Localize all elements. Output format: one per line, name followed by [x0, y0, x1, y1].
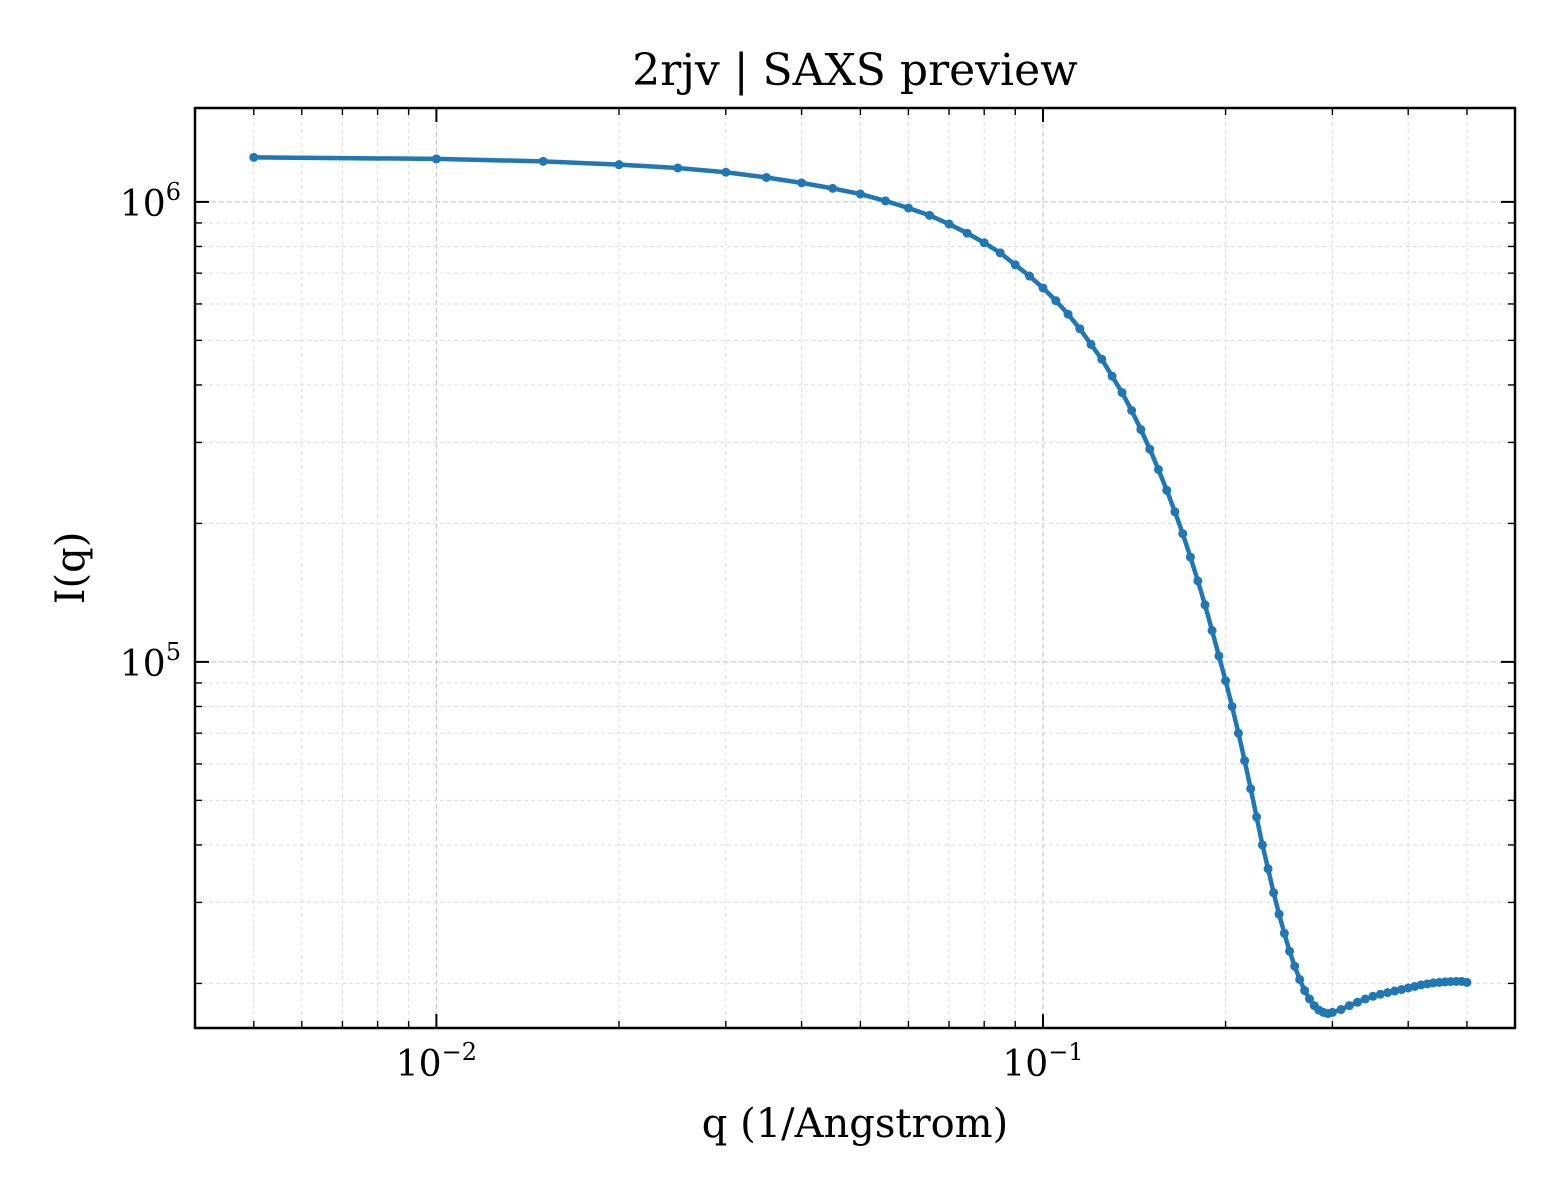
data-point — [1117, 388, 1127, 398]
data-point — [1290, 961, 1300, 971]
data-point — [944, 219, 954, 229]
data-point — [962, 228, 972, 238]
series-layer — [249, 152, 1472, 1019]
data-point — [1246, 784, 1256, 794]
data-point — [1097, 354, 1107, 364]
data-point — [1304, 994, 1314, 1004]
data-point — [1353, 997, 1363, 1007]
data-point — [1038, 283, 1048, 293]
data-point — [1063, 309, 1073, 319]
data-point — [1285, 946, 1295, 956]
data-point — [673, 163, 683, 173]
data-point — [828, 183, 838, 193]
data-point — [1252, 812, 1262, 822]
data-point — [880, 196, 890, 206]
data-point — [1383, 988, 1393, 998]
data-point — [1107, 371, 1117, 381]
data-point — [1263, 864, 1273, 874]
data-point — [1336, 1005, 1346, 1015]
data-point — [1145, 444, 1155, 454]
data-point — [249, 152, 259, 162]
data-point — [721, 167, 731, 177]
data-point — [797, 178, 807, 188]
data-point — [1462, 977, 1472, 987]
y-tick-label: 106 — [120, 178, 181, 225]
x-tick-label: 10−1 — [1002, 1038, 1083, 1085]
data-point — [1327, 1007, 1337, 1017]
data-point — [1024, 271, 1034, 281]
data-point — [431, 154, 441, 164]
data-point — [538, 156, 548, 166]
data-point — [1375, 989, 1385, 999]
grid-lines — [194, 108, 1515, 1028]
data-point — [1274, 909, 1284, 919]
data-point — [614, 160, 624, 170]
data-point — [1269, 888, 1279, 898]
data-point — [995, 248, 1005, 258]
x-axis-label: q (1/Angstrom) — [702, 1101, 1008, 1147]
data-point — [1360, 994, 1370, 1004]
data-point — [903, 203, 913, 213]
plot-frame — [193, 106, 1517, 1030]
data-point — [855, 189, 865, 199]
data-point — [1086, 339, 1096, 349]
chart-title: 2rjv | SAXS preview — [632, 45, 1078, 96]
data-point — [1153, 464, 1163, 474]
data-point — [1300, 986, 1310, 996]
data-point — [1200, 600, 1210, 610]
data-point — [1010, 260, 1020, 270]
data-point — [1295, 974, 1305, 984]
x-tick-label: 10−2 — [396, 1038, 477, 1085]
y-axis-label: I(q) — [48, 532, 94, 605]
data-point — [1240, 756, 1250, 766]
data-point — [1221, 676, 1231, 686]
y-tick-label: 105 — [120, 638, 181, 685]
data-point — [1344, 1001, 1354, 1011]
data-point — [1051, 296, 1061, 306]
data-point — [1127, 405, 1137, 415]
data-point — [1162, 485, 1172, 495]
data-point — [1214, 651, 1224, 661]
data-point — [761, 172, 771, 182]
data-point — [1075, 324, 1085, 334]
data-point — [924, 210, 934, 220]
data-point — [1170, 507, 1180, 517]
data-point — [1368, 991, 1378, 1001]
tick-labels: 10−2 10−1 105 106 — [120, 178, 1084, 1085]
data-point — [1233, 728, 1243, 738]
data-point — [1279, 928, 1289, 938]
data-point — [979, 238, 989, 248]
data-point — [1193, 576, 1203, 586]
data-point — [1257, 840, 1267, 850]
data-point — [1136, 425, 1146, 435]
data-point — [1207, 626, 1217, 636]
data-point — [1178, 529, 1188, 539]
data-point — [1227, 701, 1237, 711]
data-point — [1390, 986, 1400, 996]
data-point — [1185, 552, 1195, 562]
